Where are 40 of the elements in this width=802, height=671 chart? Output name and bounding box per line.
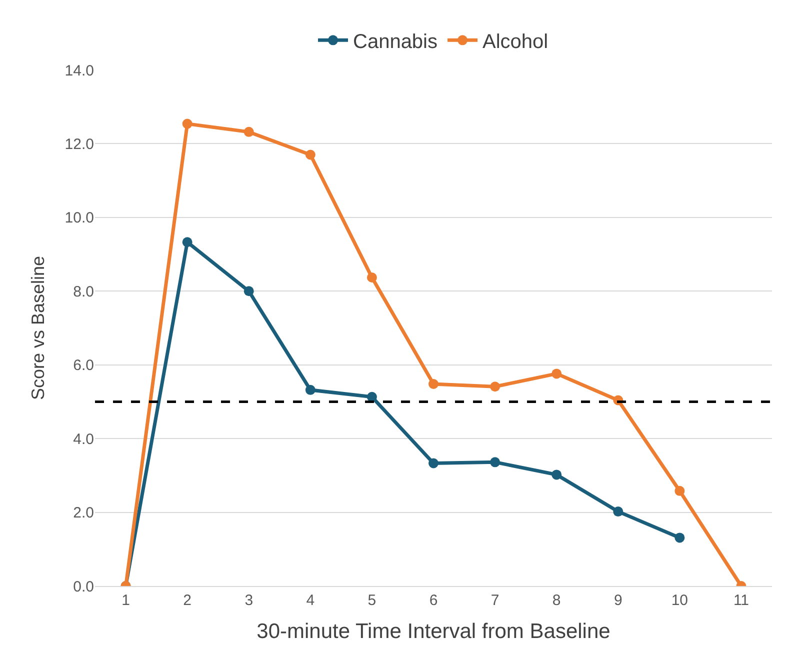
point — [244, 126, 254, 137]
x-tick-label: 1 — [122, 592, 130, 609]
x-tick-label: 11 — [733, 592, 750, 609]
point — [674, 532, 685, 543]
point — [552, 368, 562, 379]
y-tick-label: 0.0 — [73, 578, 94, 596]
legend-label: Cannabis — [353, 30, 438, 53]
point — [182, 237, 192, 248]
y-tick-label: 6.0 — [73, 357, 94, 374]
y-tick-label: 10.0 — [64, 210, 94, 227]
x-tick-label: 5 — [368, 592, 376, 609]
legend-label: Alcohol — [482, 30, 548, 53]
point — [366, 272, 377, 283]
y-tick-label: 14.0 — [64, 62, 94, 80]
y-tick-label: 2.0 — [73, 504, 94, 522]
point — [674, 486, 685, 496]
x-tick-label: 4 — [306, 592, 315, 609]
y-axis-title: Score vs Baseline — [28, 256, 48, 400]
point — [366, 392, 377, 402]
point — [305, 150, 316, 160]
x-tick-label: 8 — [552, 592, 561, 609]
y-tick-label: 8.0 — [73, 283, 94, 300]
point — [613, 506, 624, 517]
x-tick-label: 7 — [490, 592, 500, 609]
x-tick-label: 2 — [183, 592, 192, 609]
point — [490, 457, 500, 468]
x-axis-title: 30-minute Time Interval from Baseline — [256, 620, 610, 644]
point — [428, 379, 438, 390]
y-tick-label: 12.0 — [64, 136, 94, 153]
point — [428, 458, 438, 468]
x-tick-label: 3 — [244, 592, 254, 609]
y-tick-label: 4.0 — [73, 430, 94, 448]
point — [305, 384, 316, 395]
x-tick-label: 6 — [429, 592, 438, 609]
point — [244, 286, 254, 296]
point — [490, 382, 500, 392]
point — [552, 470, 562, 480]
point — [182, 118, 192, 129]
x-tick-label: 10 — [671, 592, 688, 609]
x-tick-label: 9 — [614, 592, 622, 609]
